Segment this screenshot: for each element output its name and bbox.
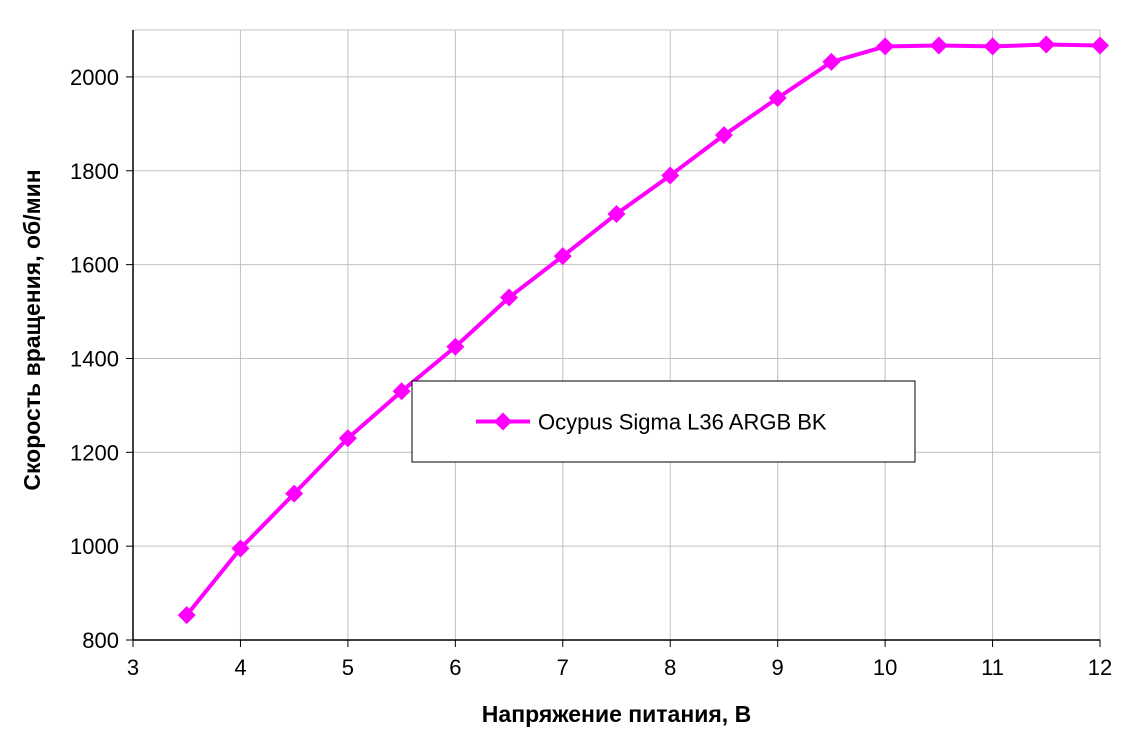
- legend-entry: Ocypus Sigma L36 ARGB BK: [538, 410, 827, 435]
- y-tick-label: 800: [82, 628, 119, 653]
- x-tick-label: 3: [127, 655, 139, 680]
- x-tick-label: 9: [772, 655, 784, 680]
- data-point: [1091, 36, 1109, 55]
- data-point: [822, 52, 841, 71]
- data-point: [553, 247, 572, 266]
- x-tick-label: 4: [234, 655, 246, 680]
- y-tick-label: 1800: [70, 159, 119, 184]
- y-tick-label: 1600: [70, 253, 119, 278]
- y-tick-label: 2000: [70, 65, 119, 90]
- x-tick-label: 8: [664, 655, 676, 680]
- legend-marker-swatch: [494, 412, 512, 431]
- data-point: [1037, 35, 1056, 54]
- y-tick-label: 1000: [70, 534, 119, 559]
- data-point: [876, 37, 895, 56]
- x-tick-label: 10: [873, 655, 897, 680]
- series-layer: [177, 35, 1109, 625]
- data-point: [500, 288, 519, 307]
- data-point: [607, 204, 626, 223]
- data-point: [929, 36, 948, 55]
- x-tick-label: 7: [557, 655, 569, 680]
- series-line: [185, 42, 1101, 617]
- data-point: [446, 337, 465, 356]
- data-point: [285, 484, 304, 503]
- data-point: [714, 126, 733, 145]
- data-point: [177, 606, 196, 625]
- x-tick-label: 12: [1088, 655, 1112, 680]
- grid: [133, 29, 1101, 640]
- data-point: [338, 429, 357, 448]
- x-axis-title: Напряжение питания, В: [482, 701, 751, 727]
- x-tick-label: 6: [449, 655, 461, 680]
- data-point: [661, 166, 680, 185]
- x-tick-label: 5: [342, 655, 354, 680]
- data-point: [983, 37, 1002, 56]
- y-tick-labels: 800 1000 1200 1400 1600 1800 2000: [70, 65, 119, 653]
- x-tick-label: 11: [981, 655, 1004, 680]
- y-tick-label: 1200: [70, 440, 119, 465]
- data-point: [768, 89, 787, 108]
- data-point: [392, 382, 411, 401]
- legend: Ocypus Sigma L36 ARGB BK: [411, 380, 916, 463]
- y-tick-label: 1400: [70, 346, 119, 371]
- y-axis-title: Скорость вращения, об/мин: [19, 169, 45, 490]
- x-tick-labels: 3 4 5 6 7 8 9 10 11 12: [127, 655, 1112, 680]
- data-point: [231, 539, 250, 558]
- axes: [126, 30, 1101, 647]
